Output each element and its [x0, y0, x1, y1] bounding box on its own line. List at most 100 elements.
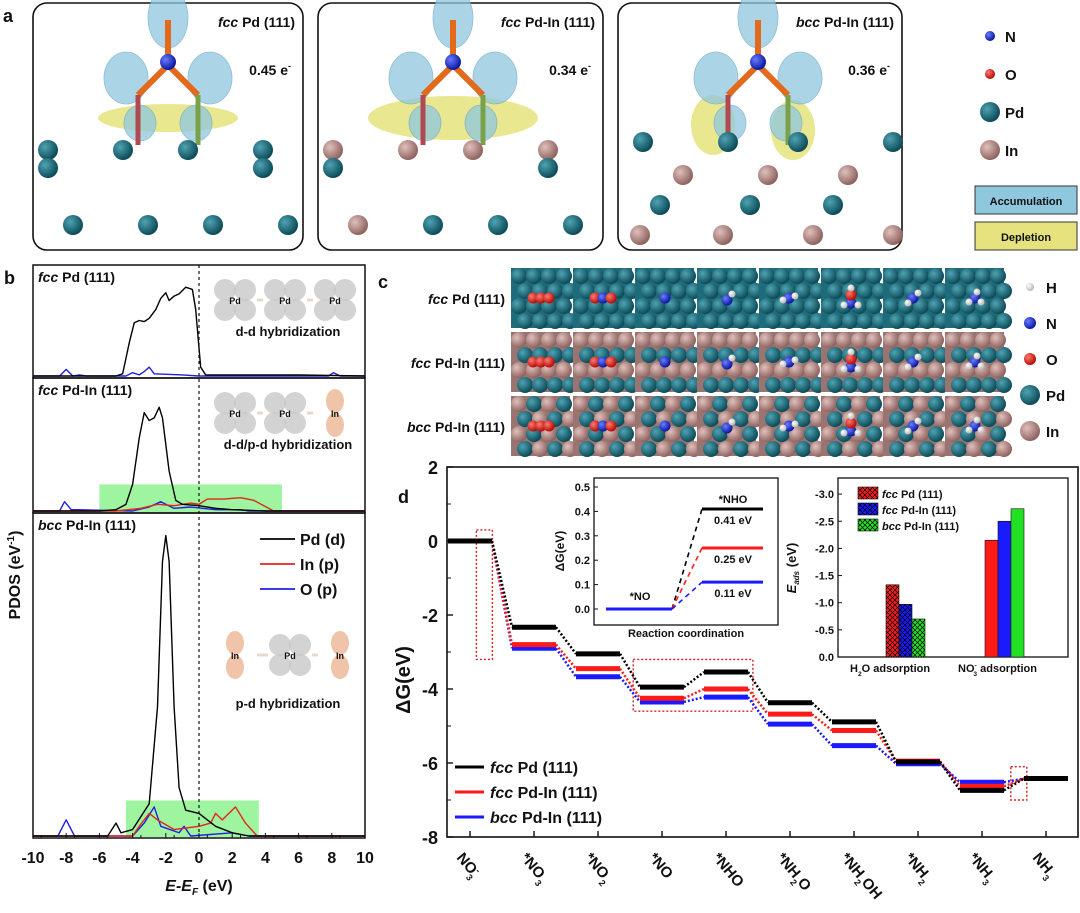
- y-axis-label: ΔG(eV): [393, 646, 415, 714]
- structure-title-rest: Pd (111): [238, 14, 295, 30]
- structure-title-italic: fcc: [501, 14, 521, 30]
- panel-label-b: b: [4, 268, 15, 288]
- indium-atom: [348, 215, 368, 235]
- nitrogen-atom: [659, 356, 671, 368]
- palladium-atom: [889, 313, 905, 329]
- panel-c-adsorption-configurations: fcc Pd (111)fcc Pd-In (111)bcc Pd-In (11…: [407, 268, 1065, 457]
- palladium-atom: [278, 215, 298, 235]
- palladium-atom: [842, 377, 858, 393]
- indium-atom: [774, 332, 790, 348]
- indium-atom: [883, 225, 903, 245]
- palladium-atom: [996, 377, 1012, 393]
- hydrogen-atom: [973, 352, 981, 360]
- palladium-atom: [759, 268, 775, 284]
- hydrogen-atom: [840, 301, 848, 309]
- x-tick-label: -6: [92, 850, 106, 867]
- palladium-atom: [697, 298, 713, 314]
- indium-atom: [759, 396, 775, 412]
- structure-title: fcc Pd (111): [218, 14, 295, 30]
- legend-label-italic: fcc: [882, 505, 898, 517]
- palladium-atom: [889, 441, 905, 457]
- pdos-subpanel-title-rest: Pd (111): [58, 269, 115, 285]
- indium-atom: [538, 140, 558, 160]
- transferred-charge-value: 0.36 e: [848, 62, 887, 78]
- d-orbital-lobe: [264, 412, 286, 434]
- legend-label: In: [1005, 143, 1018, 160]
- palladium-atom: [641, 347, 657, 363]
- transferred-charge: 0.45 e-: [249, 61, 291, 78]
- legend-label: Pd: [1005, 105, 1024, 122]
- palladium-atom: [423, 215, 443, 235]
- palladium-atom: [951, 313, 967, 329]
- adsorption-configuration-tile: [883, 332, 950, 393]
- legend-label-rest: Pd-In (111): [513, 785, 597, 802]
- indium-atom: [996, 411, 1012, 427]
- palladium-atom: [63, 215, 83, 235]
- state-label: *NO: [630, 591, 651, 603]
- palladium-atom: [765, 411, 781, 427]
- indium-atom: [945, 426, 961, 442]
- legend-atom-n-icon: [985, 31, 995, 41]
- indium-atom: [573, 362, 589, 378]
- legend-label-italic: fcc: [490, 760, 513, 777]
- indium-atom: [851, 332, 867, 348]
- indium-atom: [532, 441, 548, 457]
- palladium-atom: [618, 268, 634, 284]
- adsorption-configuration-tile: [883, 396, 950, 457]
- orbital-atom-label: In: [231, 651, 239, 661]
- pdos-subpanel: fcc Pd (111) Pd Pd Pd d-d hybridization: [33, 269, 366, 377]
- d-orbital-lobe: [214, 279, 236, 301]
- nitrogen-atom: [845, 361, 857, 373]
- palladium-atom: [538, 158, 558, 178]
- indium-atom: [398, 140, 418, 160]
- indium-atom: [727, 396, 743, 412]
- palladium-atom: [981, 347, 997, 363]
- legend-label: bcc Pd-In (111): [490, 810, 602, 827]
- legend-atom-in-icon: [1020, 421, 1040, 441]
- palladium-atom: [656, 377, 672, 393]
- pdos-subpanel-title-rest: Pd-In (111): [58, 382, 132, 398]
- palladium-atom: [866, 268, 882, 284]
- x-tick-label: *NHO: [709, 850, 747, 891]
- legend-label: Pd (d): [300, 532, 345, 549]
- pdos-curve-inp: [33, 806, 365, 837]
- hybridization-label: d-d hybridization: [236, 324, 341, 339]
- legend-label-italic: bcc: [882, 521, 901, 533]
- bar-hatch: [899, 604, 912, 657]
- palladium-atom: [680, 396, 696, 412]
- indium-atom: [635, 362, 651, 378]
- energy-connector: [618, 653, 642, 688]
- palladium-atom: [774, 396, 790, 412]
- indium-atom: [588, 332, 604, 348]
- oxygen-atom: [605, 292, 617, 304]
- palladium-atom: [671, 441, 687, 457]
- indium-atom: [618, 332, 634, 348]
- structure-title-rest: Pd-In (111): [820, 14, 894, 30]
- palladium-atom: [996, 283, 1012, 299]
- hydrogen-atom: [965, 362, 973, 370]
- palladium-atom: [547, 441, 563, 457]
- highlight-box: [475, 529, 494, 661]
- palladium-atom: [866, 298, 882, 314]
- x-tick-label: -10: [21, 850, 44, 867]
- orbital-atom-label: Pd: [279, 409, 291, 419]
- nitrogen-atom: [659, 292, 671, 304]
- hydrogen-atom: [904, 363, 912, 371]
- d-orbital-lobe: [214, 299, 236, 321]
- hydrogen-atom: [854, 365, 862, 373]
- x-tick-label-sub: 2: [852, 877, 863, 887]
- nitrogen-atom: [845, 297, 857, 309]
- nitrogen-atom: [597, 356, 609, 368]
- energy-connector: [811, 701, 833, 723]
- barrier-value-label: 0.41 eV: [714, 515, 753, 527]
- palladium-atom: [866, 426, 882, 442]
- d-orbital-lobe: [234, 299, 256, 321]
- nitrogen-atom: [445, 54, 461, 70]
- legend-swatch-hatch: [858, 487, 878, 499]
- palladium-atom: [541, 298, 557, 314]
- palladium-atom: [898, 268, 914, 284]
- d-orbital-lobe: [289, 654, 311, 676]
- x-tick-label: 10: [356, 850, 374, 867]
- hydrogen-atom: [854, 429, 862, 437]
- palladium-atom: [556, 268, 572, 284]
